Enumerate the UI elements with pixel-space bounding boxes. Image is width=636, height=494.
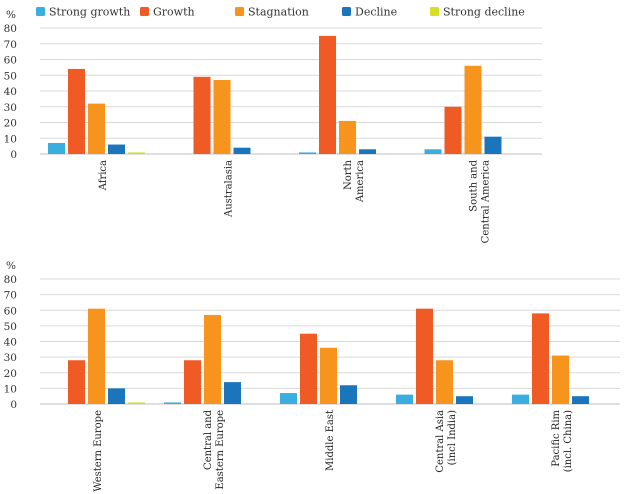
bar-growth-north-america [319,35,336,154]
bar-decline-pacific-rim-incl-china [572,396,589,404]
category-label-middle-east: Middle East [325,410,336,471]
chart-legend: Strong growth Growth Stagnation Decline Stro… [36,6,525,19]
bar-growth-africa [68,68,85,154]
y-tick-label: 80 [4,23,17,35]
legend-label: Strong decline [443,6,525,19]
y-tick-label: 20 [4,118,17,130]
bar-strong-growth-north-america [299,152,316,154]
chart-panel-bottom: % 0 10 20 30 40 50 60 70 80 Western Europe Central … [4,260,620,492]
legend-label: Stagnation [248,6,309,19]
bar-decline-australasia [233,147,251,154]
legend-swatch-stagnation [235,7,244,16]
bar-stagnation-central-asia-incl-india [436,360,453,404]
y-tick-label: 60 [4,55,17,67]
y-unit-label: % [6,9,16,21]
category-label-line: Western Europe [93,410,104,492]
bar-strong-growth-central-and-eastern-europe [164,402,181,404]
legend-label: Strong growth [49,6,130,19]
y-tick-label: 10 [4,383,17,395]
category-label-line: Middle East [325,410,336,471]
bar-growth-south-and-central-america [444,106,462,154]
bar-decline-central-asia-incl-india [456,396,473,404]
bar-decline-central-and-eastern-europe [224,382,241,404]
y-tick-label: 50 [4,70,17,82]
category-label-line: Australasia [223,160,234,218]
category-label-line: South and [468,159,479,211]
bar-decline-western-europe [108,388,125,404]
bar-growth-australasia [193,76,211,154]
y-unit-label: % [6,260,16,272]
category-label-line: Central Asia [435,410,446,473]
category-label-north-america: North America [343,159,366,203]
bar-decline-middle-east [340,385,357,404]
y-tick-label: 70 [4,290,17,302]
category-label-africa: Africa [98,160,109,191]
y-tick-label: 30 [4,352,17,364]
bar-strong-decline-africa [128,152,145,154]
legend-item-strong-growth: Strong growth [36,6,130,19]
category-label-central-and-eastern-europe: Central and Eastern Europe [203,409,226,489]
bar-stagnation-north-america [339,120,356,154]
bar-stagnation-middle-east [320,347,337,404]
category-label-line: Pacific Rim [551,409,562,466]
category-label-australasia: Australasia [223,160,234,218]
bar-stagnation-australasia [213,79,231,154]
legend-swatch-strong-growth [36,7,45,16]
bar-growth-middle-east [300,333,317,404]
y-tick-label: 30 [4,102,17,114]
bar-strong-growth-africa [48,142,65,154]
bar-growth-pacific-rim-incl-china [532,313,549,404]
category-label-pacific-rim-incl-china: Pacific Rim (incl. China) [551,409,574,472]
category-label-line: North [343,159,354,190]
category-label-line: America [355,160,366,203]
category-label-south-and-central-america: South and Central America [468,159,491,243]
bar-stagnation-pacific-rim-incl-china [552,355,569,404]
bar-growth-western-europe [68,360,85,404]
category-label-line: (incl India) [447,410,458,465]
legend-item-growth: Growth [140,6,195,19]
y-tick-label: 60 [4,305,17,317]
legend-item-strong-decline: Strong decline [430,6,525,19]
legend-swatch-strong-decline [430,7,439,16]
category-label-line: Africa [98,160,109,191]
category-label-line: (incl. China) [563,410,574,472]
bar-strong-growth-central-asia-incl-india [396,394,413,404]
bar-stagnation-central-and-eastern-europe [204,314,221,404]
bar-growth-central-asia-incl-india [416,308,433,404]
bar-strong-growth-pacific-rim-incl-china [512,394,529,404]
y-tick-label: 10 [4,133,17,145]
bar-strong-decline-western-europe [128,402,145,404]
chart-panel-top: % 0 10 20 30 40 50 60 70 80 Africa Australasia North… [4,9,542,243]
legend-item-decline: Decline [342,6,397,19]
y-tick-label: 0 [10,149,17,161]
category-label-line: Central America [480,160,491,243]
legend-label: Growth [153,6,195,19]
y-tick-label: 20 [4,368,17,380]
y-tick-label: 80 [4,274,17,286]
bar-growth-central-and-eastern-europe [184,360,201,404]
bar-stagnation-africa [88,103,105,154]
bar-decline-north-america [359,149,376,154]
y-tick-label: 40 [4,337,17,349]
bar-stagnation-western-europe [88,308,105,404]
category-label-line: Eastern Europe [215,410,226,490]
y-tick-label: 40 [4,86,17,98]
bar-decline-africa [108,144,125,154]
category-label-line: Central and [203,409,214,470]
y-tick-label: 70 [4,39,17,51]
bar-stagnation-south-and-central-america [464,65,482,154]
category-label-western-europe: Western Europe [93,410,104,492]
bar-strong-growth-south-and-central-america [424,149,442,154]
bar-strong-growth-middle-east [280,393,297,404]
category-label-central-asia-incl-india: Central Asia (incl India) [435,410,458,473]
y-tick-label: 0 [10,399,17,411]
legend-item-stagnation: Stagnation [235,6,309,19]
legend-swatch-growth [140,7,149,16]
legend-label: Decline [355,6,397,19]
legend-swatch-decline [342,7,351,16]
bar-decline-south-and-central-america [484,136,502,154]
y-tick-label: 50 [4,321,17,333]
